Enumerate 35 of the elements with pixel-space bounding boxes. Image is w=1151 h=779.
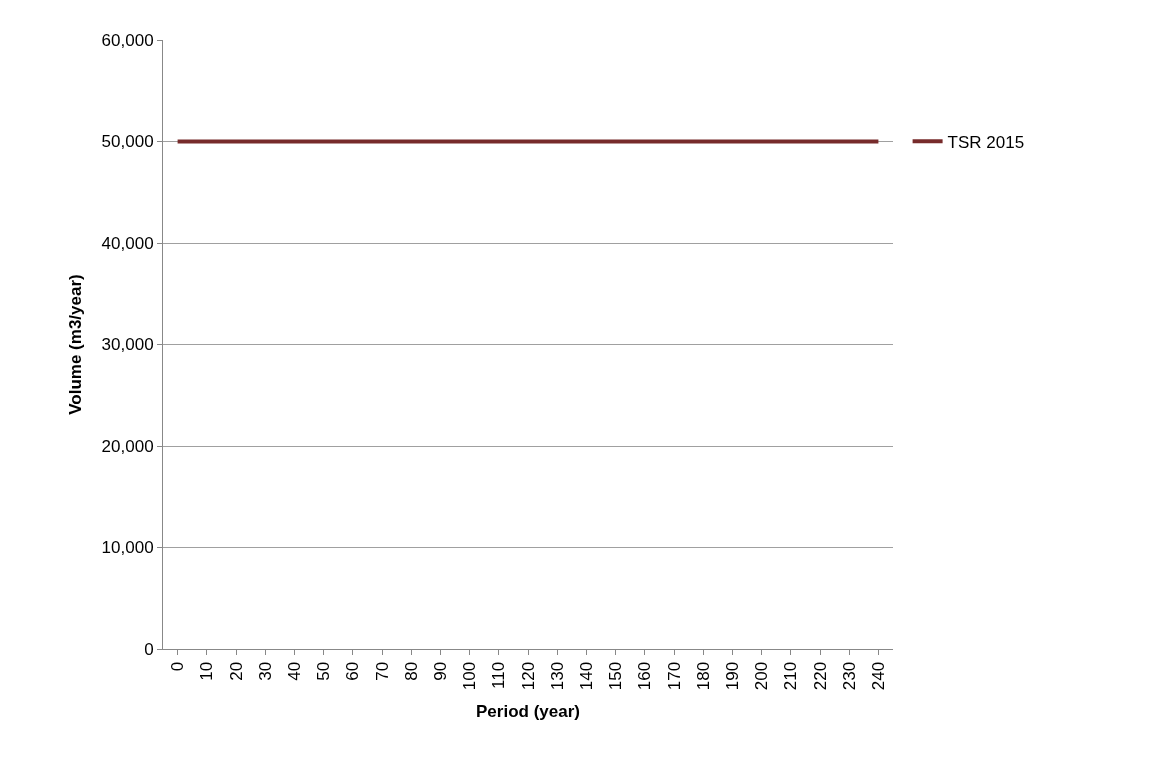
x-tick-label: 170 <box>664 661 684 691</box>
x-tick-label: 150 <box>606 661 626 691</box>
x-tick-label: 10 <box>197 661 217 681</box>
x-tick-label: 180 <box>693 661 713 691</box>
x-tick-label: 90 <box>430 661 450 681</box>
x-tick-label: 210 <box>781 661 801 691</box>
x-tick-label: 130 <box>547 661 567 691</box>
x-tick-label: 70 <box>372 661 392 681</box>
x-tick-label: 160 <box>635 661 655 691</box>
y-tick-label: 20,000 <box>101 436 154 456</box>
x-tick-label: 50 <box>314 661 334 681</box>
x-tick-label: 100 <box>460 661 480 691</box>
x-tick-label: 110 <box>489 661 509 689</box>
x-tick-label: 30 <box>255 661 275 681</box>
y-tick-label: 40,000 <box>101 233 154 253</box>
y-tick-label: 10,000 <box>101 538 154 558</box>
x-tick-label: 40 <box>284 661 304 681</box>
x-tick-label: 220 <box>810 661 830 691</box>
y-tick-label: 0 <box>144 639 154 659</box>
legend-label: TSR 2015 <box>947 132 1025 152</box>
y-tick-label: 60,000 <box>101 30 154 50</box>
x-tick-label: 20 <box>226 661 246 681</box>
y-axis-title: Volume (m3/year) <box>66 274 86 415</box>
x-tick-label: 190 <box>722 661 742 691</box>
x-tick-label: 200 <box>752 661 772 691</box>
x-axis-title: Period (year) <box>476 701 580 721</box>
x-tick-label: 80 <box>401 661 421 681</box>
x-tick-label: 60 <box>343 661 363 681</box>
x-tick-label: 0 <box>168 661 188 672</box>
x-tick-label: 140 <box>576 661 596 691</box>
y-tick-label: 50,000 <box>101 132 154 152</box>
y-tick-label: 30,000 <box>101 335 154 355</box>
x-tick-label: 240 <box>868 661 888 691</box>
x-tick-label: 230 <box>839 661 859 691</box>
x-tick-label: 120 <box>518 661 538 691</box>
